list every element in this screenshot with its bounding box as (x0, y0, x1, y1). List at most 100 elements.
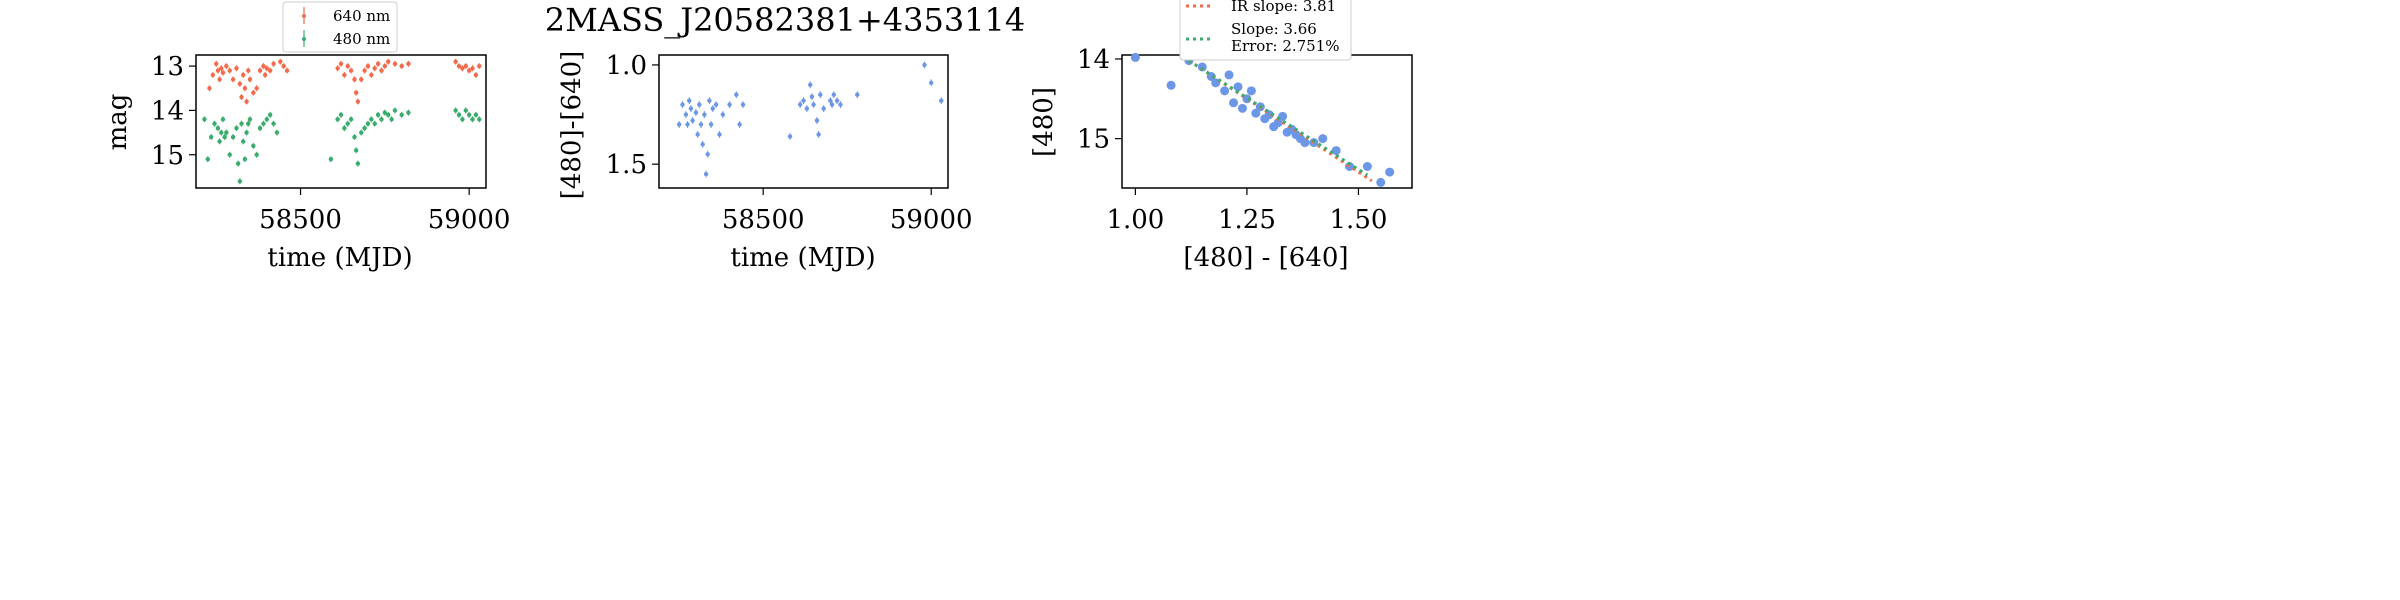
data-point (382, 110, 388, 115)
data-point (466, 112, 472, 118)
data-point (697, 102, 702, 107)
panel-lightcurve: 58500 59000 13 14 15 time (MJD) mag 640 nm … (103, 1, 511, 273)
data-point (264, 117, 270, 122)
data-point (1130, 52, 1140, 62)
data-point (703, 171, 709, 177)
legend-label-line: Slope: 3.66 (1231, 20, 1317, 38)
data-point (372, 121, 377, 126)
data-point (801, 98, 806, 103)
xticks-colorcurve: 58500 59000 (722, 188, 973, 235)
figure: 2MASS_J20582381+4353114 58500 59000 13141… (103, 0, 1413, 273)
data-point (683, 112, 689, 117)
data-point (392, 108, 398, 113)
data-point (359, 130, 364, 135)
data-point (797, 102, 803, 107)
legend-label-480: 480 nm (333, 30, 390, 48)
data-point (355, 99, 361, 104)
data-point (392, 61, 398, 67)
data-point (262, 72, 268, 78)
figure-title: 2MASS_J20582381+4353114 (545, 1, 1026, 39)
data-point (928, 80, 934, 85)
data-point (816, 132, 821, 137)
data-point (365, 121, 371, 126)
data-point (345, 63, 350, 69)
data-point (1318, 134, 1328, 144)
legend-label-line: Error: 2.751% (1231, 37, 1340, 55)
data-point (353, 90, 359, 95)
data-point (247, 117, 253, 122)
data-point (685, 122, 690, 127)
x-axis-label-colorcurve: time (MJD) (730, 243, 875, 273)
data-point (205, 156, 211, 162)
data-point (215, 125, 221, 131)
data-point (345, 121, 350, 126)
data-point (382, 63, 388, 69)
data-point (708, 122, 714, 127)
data-point (821, 106, 826, 111)
x-tick-label: 58500 (259, 205, 342, 235)
data-point (1251, 108, 1261, 118)
data-point (687, 98, 692, 103)
data-point (477, 63, 482, 69)
marks-cmd (1130, 52, 1395, 187)
data-point (215, 68, 221, 73)
x-tick-label: 1.00 (1106, 205, 1164, 235)
data-point (705, 152, 710, 157)
data-point (379, 68, 384, 73)
data-point (1246, 86, 1256, 96)
data-point (1331, 146, 1341, 156)
data-point (463, 108, 468, 113)
data-point (352, 134, 357, 140)
x-tick-label: 1.50 (1330, 205, 1388, 235)
data-point (456, 112, 462, 118)
data-point (713, 102, 719, 107)
data-point (1278, 111, 1288, 121)
data-point (261, 63, 266, 69)
yticks-colorcurve: 1.0 1.5 (606, 51, 659, 180)
data-point (208, 134, 214, 140)
data-point (284, 68, 290, 73)
data-point (217, 139, 222, 144)
data-point (838, 102, 843, 107)
data-point (811, 102, 816, 107)
panel-colorcurve: 58500 59000 1.0 1.5 time (MJD) [480]-[640] (557, 51, 973, 273)
x-axis-label-lightcurve: time (MJD) (267, 243, 412, 273)
data-point (710, 106, 715, 111)
data-point (828, 98, 833, 103)
data-point (1206, 72, 1216, 82)
data-point (362, 68, 367, 73)
data-point (466, 68, 472, 73)
data-point (246, 68, 251, 73)
data-point (369, 117, 374, 122)
data-point (1376, 177, 1386, 187)
data-point (281, 63, 286, 69)
panel-cmd: 1.00 1.25 1.50 14 15 [480] - [640] [480] IR… (1029, 0, 1413, 273)
data-point (241, 139, 246, 144)
data-point (1237, 103, 1247, 113)
data-point (219, 66, 224, 71)
data-point (342, 125, 347, 131)
data-point (386, 112, 391, 118)
marks-lightcurve (202, 58, 482, 185)
legend-label-slope: Slope: 3.66 Error: 2.751% (1231, 20, 1340, 55)
data-point (352, 77, 357, 82)
data-point (688, 106, 694, 111)
data-point (338, 61, 344, 67)
data-point (1300, 138, 1310, 148)
data-point (690, 118, 695, 123)
data-point (453, 59, 458, 64)
marks-colorcurve (676, 61, 944, 178)
data-point (829, 102, 835, 107)
data-point (220, 70, 226, 75)
data-point (227, 68, 232, 73)
plot-area-colorcurve (658, 54, 949, 189)
data-point (460, 66, 465, 71)
data-point (353, 148, 359, 153)
data-point (1385, 167, 1395, 177)
data-point (335, 66, 340, 71)
data-point (237, 179, 243, 184)
x-tick-label: 59000 (428, 205, 511, 235)
data-point (922, 62, 927, 68)
data-point (1229, 98, 1239, 108)
y-tick-label: 1.0 (606, 51, 647, 81)
